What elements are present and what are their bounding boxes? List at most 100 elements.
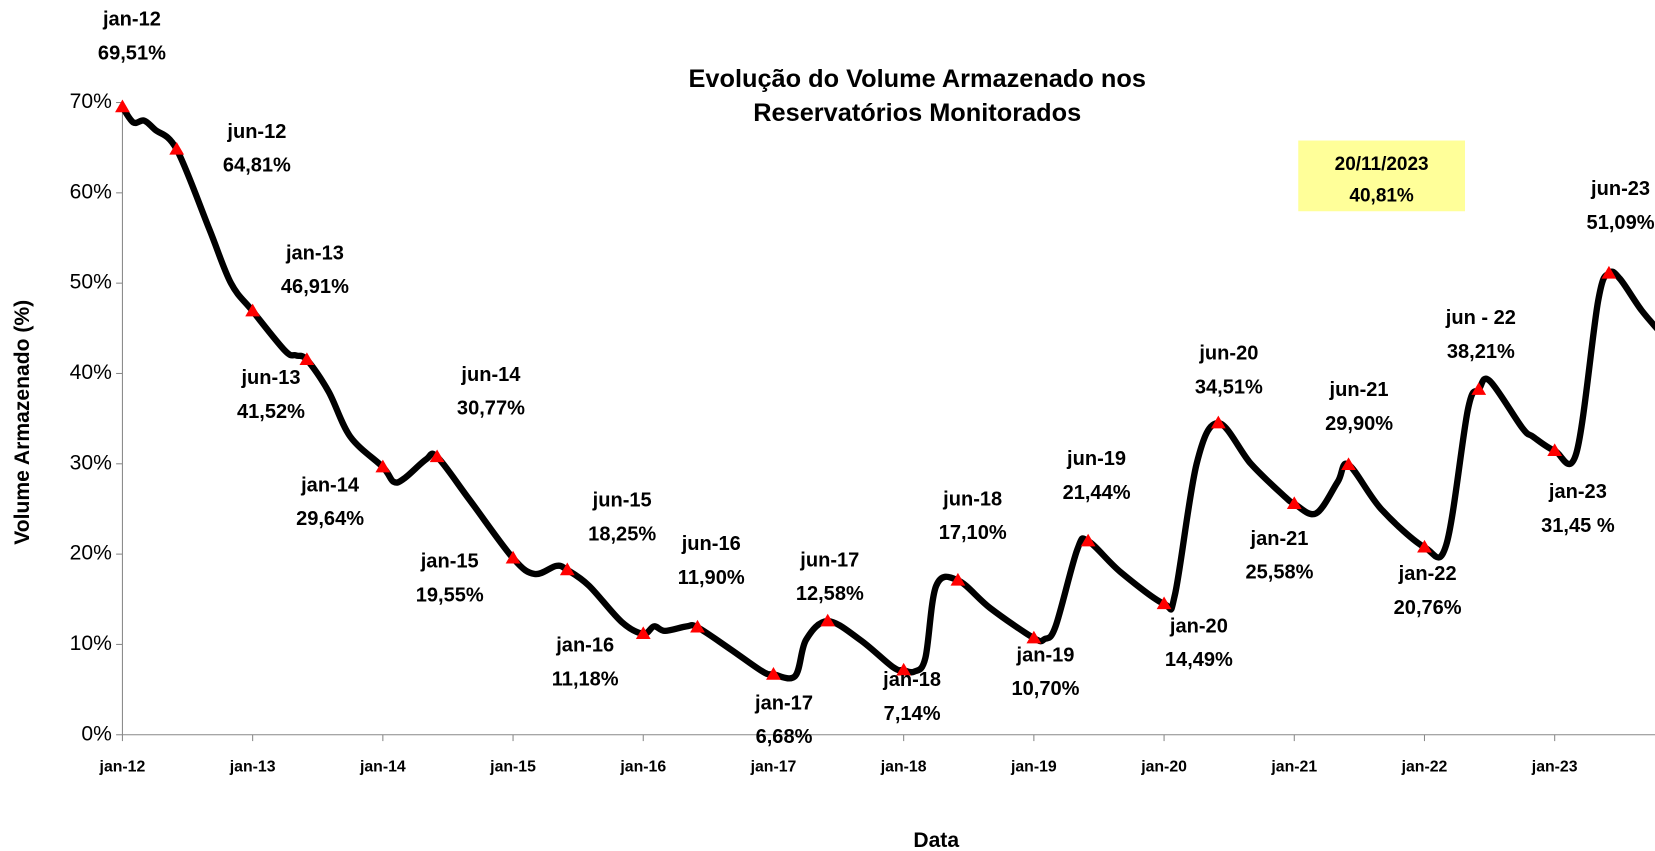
x-tick-label: jan-13 <box>229 759 276 776</box>
chart-title: Evolução do Volume Armazenado nos <box>689 65 1146 93</box>
point-value-label: 29,90% <box>1325 413 1393 435</box>
y-tick-label: 60% <box>70 180 112 203</box>
marker <box>690 619 705 633</box>
marker <box>820 613 836 627</box>
point-value-label: 21,44% <box>1063 482 1131 504</box>
marker <box>245 303 261 317</box>
chart-title: Reservatórios Monitorados <box>753 99 1081 127</box>
point-date-label: jan-13 <box>285 242 344 264</box>
marker <box>559 562 575 576</box>
point-value-label: 11,90% <box>678 567 745 589</box>
x-tick-label: jan-20 <box>1140 759 1187 776</box>
marker <box>505 550 521 564</box>
point-date-label: jan-22 <box>1398 563 1457 585</box>
annotation-value: 40,81% <box>1349 185 1414 206</box>
marker <box>299 352 315 366</box>
point-date-label: jun-13 <box>240 367 300 389</box>
point-value-label: 12,58% <box>796 583 864 605</box>
x-tick-label: jan-18 <box>880 759 927 776</box>
marker <box>766 667 781 680</box>
point-date-label: jan-21 <box>1250 528 1309 550</box>
y-axis-label: Volume Armazenado (%) <box>11 300 34 545</box>
point-date-label: jun-23 <box>1590 178 1650 200</box>
marker <box>1210 415 1226 429</box>
point-value-label: 10,70% <box>1011 678 1079 700</box>
x-tick-label: jan-17 <box>750 759 797 776</box>
x-tick-label: jan-21 <box>1270 759 1317 776</box>
point-value-label: 41,52% <box>237 401 305 423</box>
point-value-label: 31,45 % <box>1541 515 1615 537</box>
point-date-label: jan-20 <box>1169 615 1228 637</box>
y-tick-label: 10% <box>70 632 112 655</box>
marker <box>115 99 130 113</box>
marker <box>375 459 391 473</box>
x-tick-label: jan-14 <box>359 759 406 776</box>
x-tick-label: jan-19 <box>1010 759 1057 776</box>
point-date-label: jun-20 <box>1198 343 1258 365</box>
point-value-label: 38,21% <box>1447 341 1515 363</box>
point-value-label: 34,51% <box>1195 377 1263 399</box>
marker <box>429 449 445 463</box>
point-date-label: jan-18 <box>882 669 941 691</box>
marker <box>1080 533 1096 547</box>
y-tick-label: 30% <box>70 451 112 474</box>
annotation-date: 20/11/2023 <box>1335 154 1429 175</box>
point-date-label: jan-23 <box>1548 481 1607 503</box>
point-date-label: jan-12 <box>102 9 161 31</box>
x-tick-label: jan-23 <box>1531 759 1578 776</box>
point-date-label: jun-17 <box>799 549 859 571</box>
point-value-label: 17,10% <box>939 522 1007 544</box>
point-date-label: jun-16 <box>681 533 741 555</box>
point-value-label: 64,81% <box>223 155 291 177</box>
point-date-label: jun-19 <box>1066 448 1126 470</box>
point-date-label: jun-14 <box>460 364 521 386</box>
marker <box>1341 457 1356 470</box>
point-value-label: 51,09% <box>1587 212 1655 234</box>
point-date-label: jan-14 <box>300 474 360 496</box>
annotation-box <box>1298 140 1466 212</box>
x-tick-label: jan-16 <box>619 759 666 776</box>
y-tick-label: 20% <box>70 542 112 565</box>
point-date-label: jan-15 <box>420 551 479 573</box>
point-value-label: 25,58% <box>1246 562 1314 584</box>
point-date-label: jun-15 <box>592 490 652 512</box>
point-value-label: 69,51% <box>98 42 166 64</box>
marker <box>1026 630 1042 644</box>
point-value-label: 6,68% <box>756 726 813 748</box>
point-date-label: jan-17 <box>754 692 813 714</box>
point-value-label: 46,91% <box>281 276 349 298</box>
point-date-label: jun-21 <box>1329 379 1389 401</box>
point-value-label: 20,76% <box>1394 597 1462 619</box>
y-tick-label: 40% <box>70 361 112 384</box>
point-value-label: 7,14% <box>884 703 941 725</box>
marker <box>169 142 185 155</box>
marker <box>1471 382 1487 395</box>
point-date-label: jan-16 <box>555 635 614 657</box>
marker <box>1417 539 1432 553</box>
x-tick-label: jan-15 <box>489 759 536 776</box>
x-tick-label: jan-12 <box>99 759 146 776</box>
point-value-label: 18,25% <box>588 523 656 545</box>
point-date-label: jun - 22 <box>1445 307 1516 329</box>
point-date-label: jun-18 <box>942 488 1002 510</box>
point-value-label: 29,64% <box>296 508 364 530</box>
marker <box>1286 496 1302 509</box>
marker <box>896 662 912 676</box>
y-tick-label: 70% <box>70 90 112 113</box>
marker <box>950 572 966 586</box>
marker <box>1156 596 1172 610</box>
point-value-label: 14,49% <box>1165 649 1233 671</box>
marker <box>1601 265 1617 279</box>
x-axis-label: Data <box>913 829 959 851</box>
point-value-label: 19,55% <box>416 584 484 606</box>
point-date-label: jun-12 <box>226 121 286 143</box>
point-date-label: jan-19 <box>1016 644 1075 666</box>
point-value-label: 30,77% <box>457 398 525 420</box>
marker <box>1547 443 1563 456</box>
y-tick-label: 50% <box>70 271 112 294</box>
marker <box>635 626 651 640</box>
y-tick-label: 0% <box>81 722 112 745</box>
point-value-label: 11,18% <box>552 669 619 691</box>
x-tick-label: jan-22 <box>1401 759 1448 776</box>
